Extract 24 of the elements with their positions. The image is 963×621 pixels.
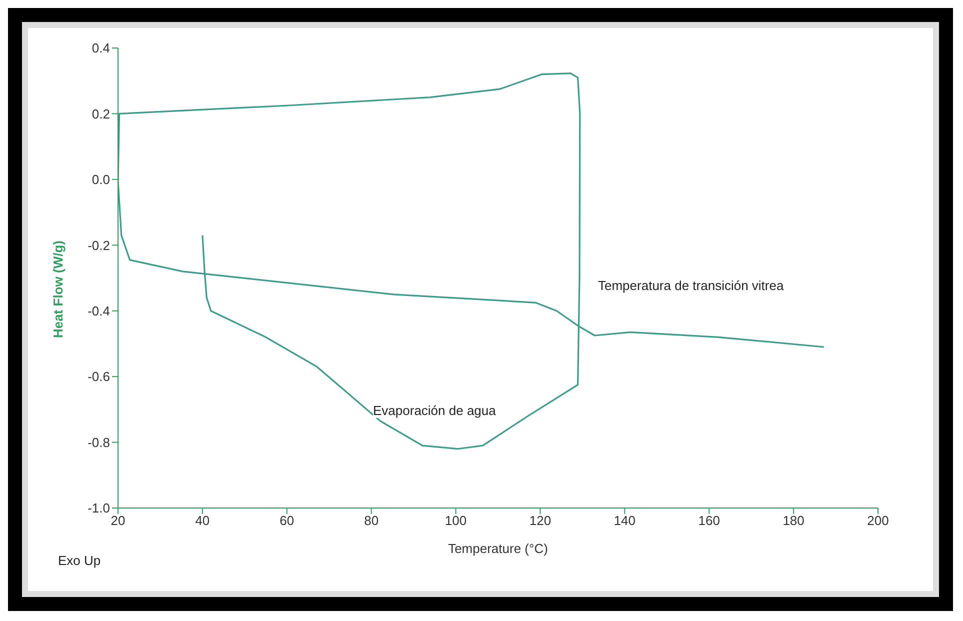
- y-tick-label: -0.4: [88, 303, 110, 318]
- x-tick-label: 80: [364, 513, 379, 528]
- y-tick-label: -0.6: [88, 369, 110, 384]
- annotation: Temperatura de transición vitrea: [598, 278, 784, 293]
- y-tick-label: -0.8: [88, 434, 110, 450]
- annotation: Evaporación de agua: [373, 403, 496, 418]
- y-tick-label: 0.4: [92, 40, 110, 56]
- y-axis-title: Heat Flow (W/g): [50, 240, 66, 338]
- x-tick-label: 20: [110, 513, 126, 528]
- x-tick-label: 60: [280, 513, 294, 528]
- x-axis-title: Temperature (°C): [448, 541, 548, 556]
- y-tick-label: -0.2: [88, 238, 110, 253]
- y-tick-label: 0.2: [92, 106, 110, 122]
- x-tick-label: 120: [529, 513, 552, 528]
- x-tick-label: 140: [614, 513, 636, 528]
- x-tick-label: 180: [782, 513, 804, 528]
- line-series: [118, 72, 825, 450]
- x-tick-label: 200: [867, 513, 889, 528]
- x-tick-label: 160: [698, 513, 720, 528]
- x-tick-label: 100: [444, 513, 467, 528]
- y-tick-label: 0.0: [92, 172, 110, 188]
- x-tick-label: 40: [195, 513, 210, 528]
- text: Exo Up: [58, 553, 101, 568]
- y-tick-label: -1.0: [88, 500, 110, 516]
